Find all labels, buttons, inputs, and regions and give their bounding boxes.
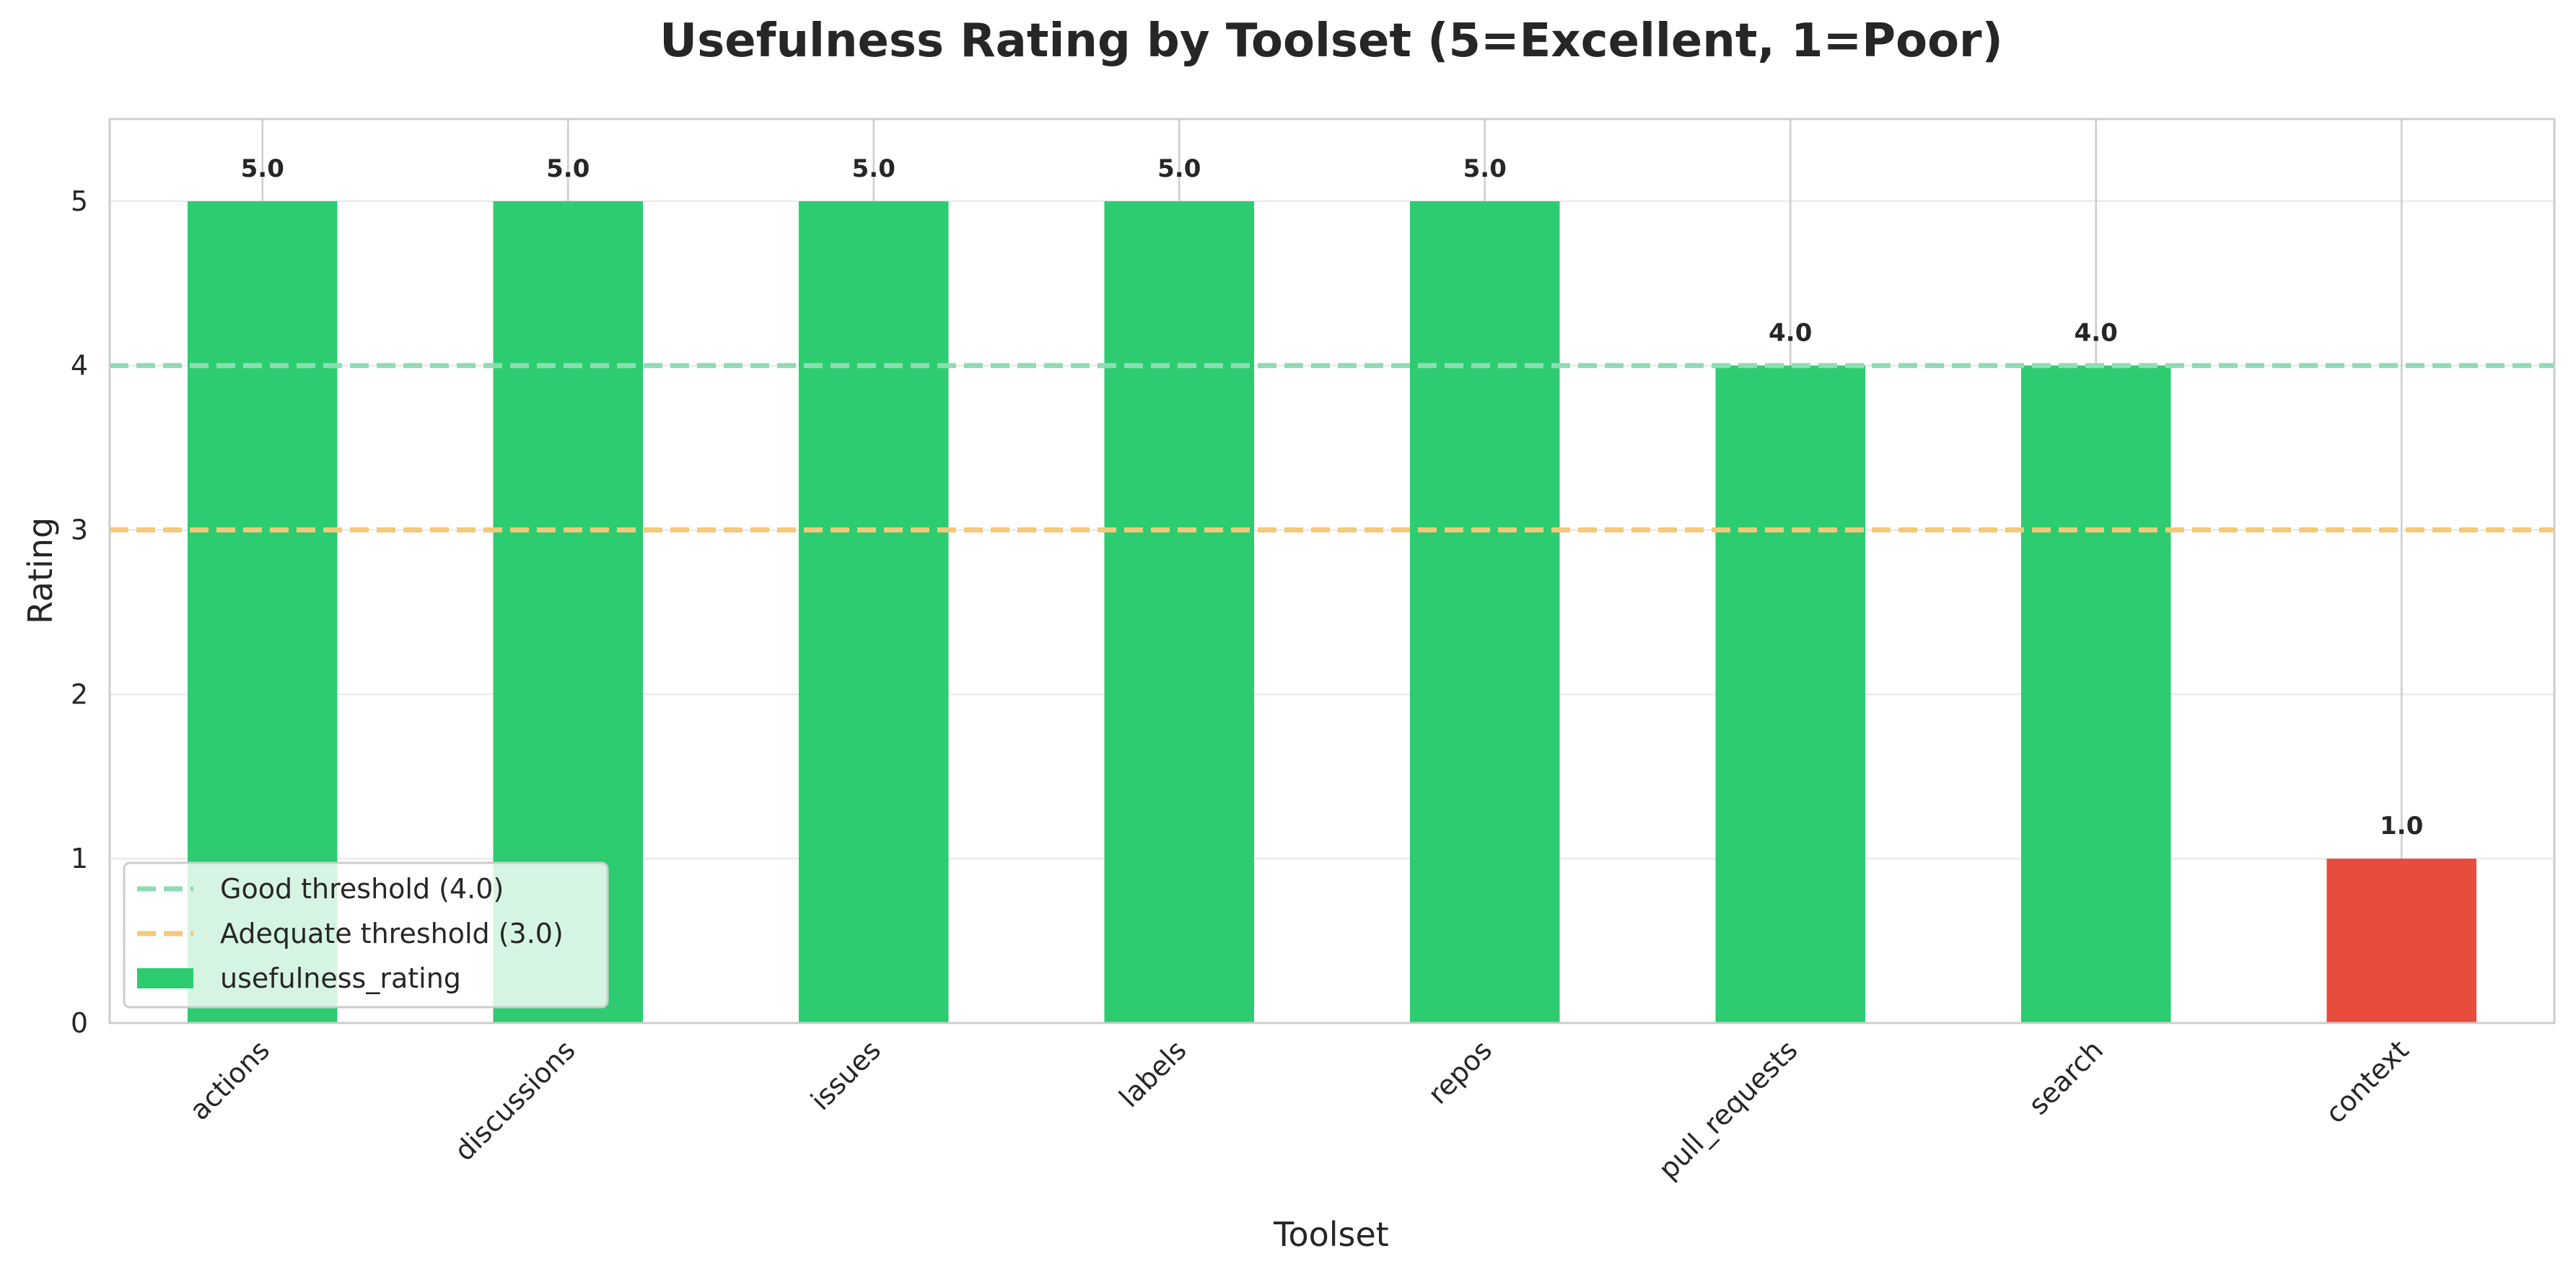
- legend-swatch-bars: [137, 968, 193, 988]
- data-label-pull_requests: 4.0: [1769, 319, 1812, 348]
- data-label-search: 4.0: [2075, 319, 2118, 348]
- chart-title: Usefulness Rating by Toolset (5=Excellen…: [660, 14, 2003, 68]
- data-label-labels: 5.0: [1157, 154, 1201, 183]
- data-label-actions: 5.0: [241, 154, 284, 183]
- data-labels: 5.0 5.0 5.0 5.0 5.0 4.0 4.0 1.0: [241, 154, 2424, 841]
- y-axis-label: Rating: [21, 517, 60, 624]
- y-tick-label: 4: [71, 350, 88, 382]
- data-label-issues: 5.0: [852, 154, 895, 183]
- bar-search: [2020, 365, 2171, 1023]
- legend-label: Adequate threshold (3.0): [220, 918, 564, 949]
- y-axis-ticks: 0 1 2 3 4 5: [71, 185, 88, 1039]
- bar-context: [2326, 859, 2477, 1023]
- legend-label: usefulness_rating: [220, 962, 461, 994]
- data-label-context: 1.0: [2380, 812, 2423, 841]
- data-label-repos: 5.0: [1463, 154, 1507, 183]
- legend-label: Good threshold (4.0): [220, 873, 504, 905]
- legend-frame: [123, 861, 609, 1009]
- reference-lines: [110, 363, 2554, 533]
- bar-repos: [1409, 201, 1560, 1024]
- y-tick-label: 3: [71, 514, 88, 546]
- y-tick-label: 5: [71, 185, 88, 217]
- bar-pull_requests: [1715, 365, 1866, 1023]
- bar-issues: [798, 201, 949, 1024]
- legend: Good threshold (4.0) Adequate threshold (…: [123, 861, 609, 1009]
- bars: [187, 201, 2477, 1024]
- y-tick-label: 0: [71, 1007, 88, 1039]
- bar-labels: [1104, 201, 1255, 1024]
- y-tick-label: 1: [71, 843, 88, 874]
- x-axis-label: Toolset: [1273, 1215, 1389, 1254]
- y-tick-label: 2: [71, 678, 88, 710]
- plot-frame: [108, 118, 2556, 1024]
- data-label-discussions: 5.0: [546, 154, 590, 183]
